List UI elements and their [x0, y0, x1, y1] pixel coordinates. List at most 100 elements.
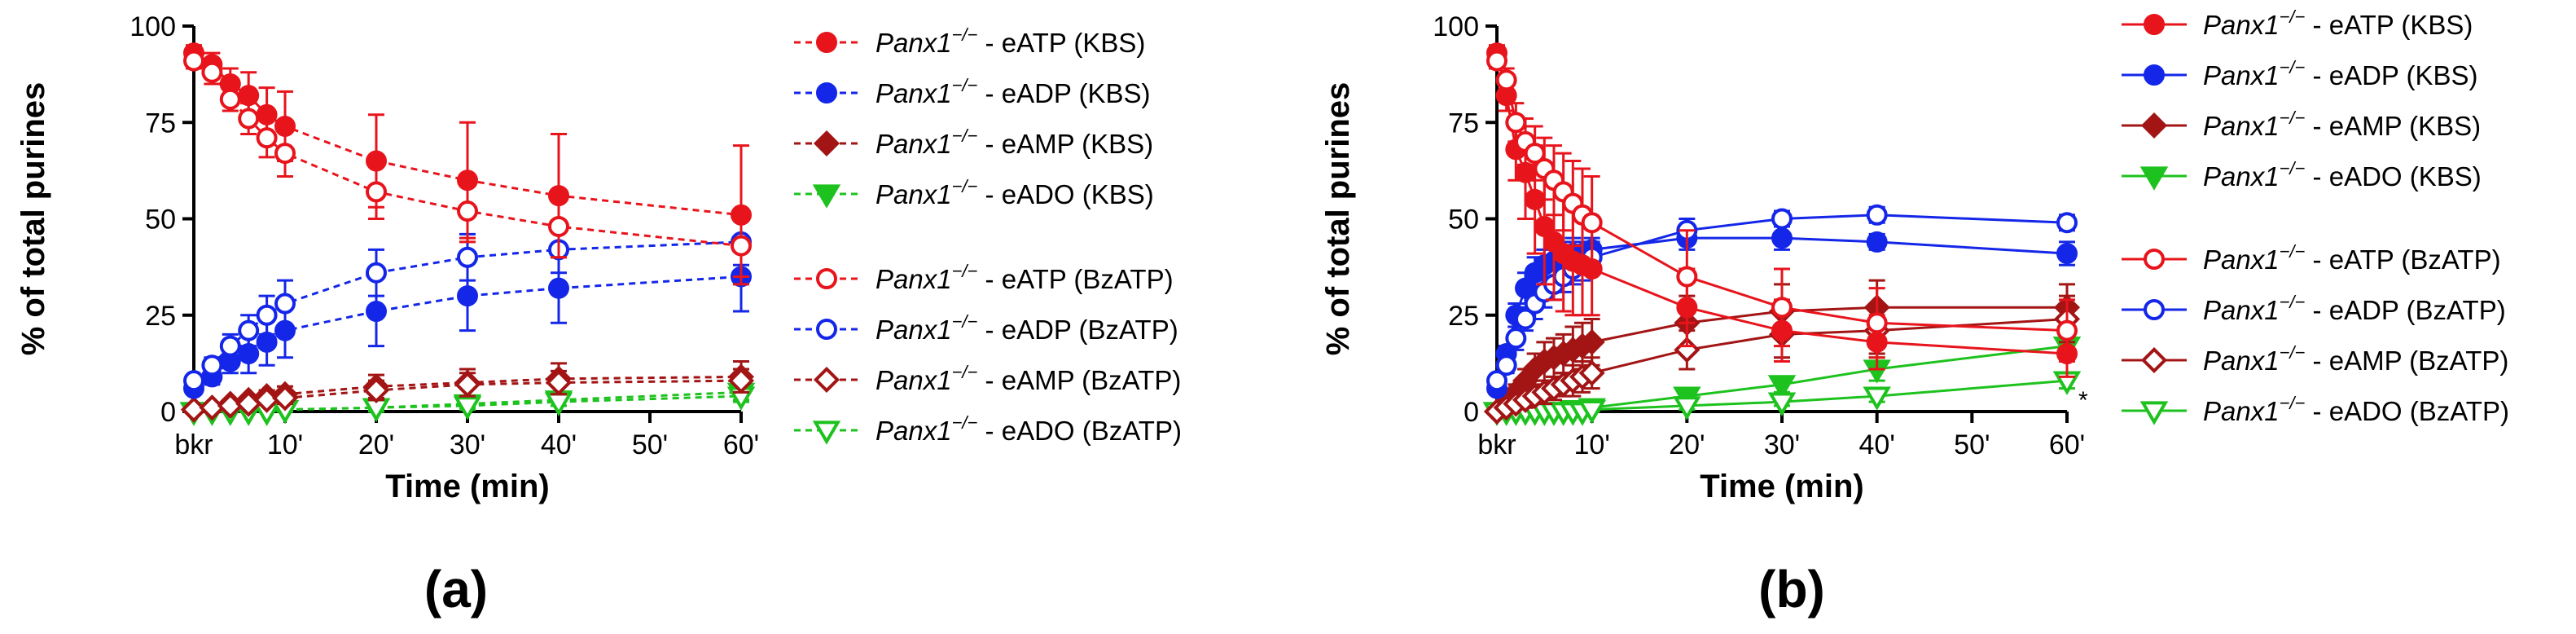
data-point: [1771, 208, 1793, 230]
legend-item: Panx1−/− - eATP (BzATP): [2122, 241, 2501, 275]
data-point: [238, 319, 260, 341]
data-point: [545, 369, 573, 396]
y-tick-label: 0: [1464, 397, 1479, 428]
data-point: [727, 368, 755, 394]
legend-label: Panx1−/− - eATP (BzATP): [875, 261, 1174, 294]
legend-label: Panx1−/− - eAMP (BzATP): [875, 362, 1181, 395]
data-point: [201, 61, 223, 83]
legend-item: Panx1−/− - eAMP (KBS): [2122, 108, 2481, 141]
x-tick-label: 10': [267, 429, 303, 460]
data-point: [183, 370, 204, 392]
data-point: [238, 108, 260, 130]
data-point: [1767, 392, 1797, 416]
legend-swatch-marker: [2144, 249, 2165, 270]
data-point: [366, 181, 387, 203]
data-point: [454, 371, 481, 398]
y-tick-label: 25: [1448, 301, 1479, 332]
legend-label: Panx1−/− - eADO (KBS): [2203, 158, 2482, 192]
x-tick-label: 50': [632, 429, 668, 460]
x-axis-label: Time (min): [385, 469, 550, 504]
legend-swatch-marker: [816, 319, 837, 340]
data-point: [256, 331, 278, 353]
legend-item: Panx1−/− - eADO (KBS): [794, 176, 1154, 209]
x-tick-label: 20': [358, 429, 394, 460]
data-point: [366, 301, 387, 323]
series-line: [193, 240, 742, 382]
chart-panel-a: 0 25 50 75 100 bkr 10' 20' 30' 40' 50' 60' % of tota…: [15, 11, 1182, 619]
data-point: [1578, 328, 1605, 355]
legend-item: Panx1−/− - eAMP (BzATP): [2122, 342, 2508, 376]
series-4: [183, 50, 752, 278]
data-point: [1495, 354, 1517, 376]
legend-item: Panx1−/− - eADP (KBS): [2122, 57, 2478, 90]
y-axis-label: % of total purines: [15, 82, 51, 356]
data-point: [1486, 50, 1507, 72]
data-point: [457, 246, 478, 268]
x-tick-label: 10': [1574, 429, 1610, 460]
data-point: [274, 293, 296, 315]
legend-swatch-marker: [2144, 64, 2165, 86]
series-line: [193, 275, 742, 390]
x-tick-label: 60': [723, 429, 759, 460]
legend-label: Panx1−/− - eAMP (BzATP): [2203, 342, 2508, 376]
data-point: [219, 335, 241, 357]
legend-item: Panx1−/− - eATP (KBS): [794, 24, 1145, 58]
y-tick-label: 25: [145, 301, 176, 332]
legend-item: Panx1−/− - eAMP (BzATP): [794, 362, 1181, 395]
x-tick-label: 30': [450, 429, 485, 460]
legend-swatch-marker: [2140, 112, 2168, 139]
data-point: [548, 277, 569, 299]
data-point: [1863, 386, 1891, 411]
y-tick-label: 0: [160, 397, 176, 428]
legend-item: Panx1−/− - eAMP (KBS): [794, 125, 1153, 159]
data-point: [271, 385, 299, 412]
data-point: [1581, 212, 1603, 234]
x-tick-label: bkr: [174, 429, 213, 460]
legend-label: Panx1−/− - eATP (KBS): [875, 24, 1145, 58]
data-point: [2056, 319, 2078, 341]
x-tick-label: 50': [1954, 429, 1990, 460]
legend-item: Panx1−/− - eADP (BzATP): [794, 311, 1178, 345]
legend-label: Panx1−/− - eADO (BzATP): [2203, 393, 2509, 426]
legend-item: Panx1−/− - eADO (KBS): [2122, 158, 2482, 192]
x-tick-label: 40': [1859, 429, 1895, 460]
legend-swatch-marker: [2139, 401, 2169, 425]
x-tick-label: bkr: [1477, 429, 1516, 460]
x-tick-label: 30': [1764, 429, 1800, 460]
data-point: [1771, 227, 1793, 249]
legend-swatch-marker: [2144, 299, 2165, 320]
legend-swatch-marker: [816, 82, 837, 103]
legend-swatch-marker: [2140, 346, 2168, 374]
data-point: [1866, 204, 1888, 226]
data-point: [457, 285, 478, 307]
data-point: [1486, 370, 1507, 392]
data-point: [1505, 328, 1527, 350]
data-point: [1495, 69, 1517, 91]
legend-swatch-marker: [816, 268, 837, 289]
data-point: [1866, 231, 1888, 253]
legend-swatch-marker: [812, 420, 841, 445]
legend-swatch-marker: [812, 184, 841, 209]
series-6: [180, 368, 755, 423]
legend-label: Panx1−/− - eATP (BzATP): [2203, 241, 2501, 275]
legend-swatch-marker: [2144, 14, 2165, 35]
chart-panel-b: 0 25 50 75 100 bkr 10' 20' 30' 40' 50' 60' % of tota…: [1320, 7, 2509, 619]
legend-label: Panx1−/− - eADP (KBS): [2203, 57, 2478, 90]
x-tick-label: 40': [541, 429, 577, 460]
legend-item: Panx1−/− - eADO (BzATP): [2122, 393, 2509, 426]
data-point: [256, 127, 278, 149]
data-point: [274, 143, 296, 165]
series-line: [193, 59, 742, 248]
data-point: [1676, 266, 1698, 288]
y-tick-label: 50: [1448, 205, 1479, 236]
x-tick-label: 20': [1669, 429, 1705, 460]
data-point: [1515, 308, 1536, 330]
data-point: [366, 262, 387, 284]
data-point: [1534, 215, 1556, 237]
series-4: [1486, 50, 2078, 363]
annotation-asterisk: *: [2078, 387, 2088, 414]
data-point: [1771, 297, 1793, 319]
data-point: [1866, 312, 1888, 334]
y-tick-label: 100: [1433, 11, 1479, 42]
data-point: [1505, 112, 1527, 134]
